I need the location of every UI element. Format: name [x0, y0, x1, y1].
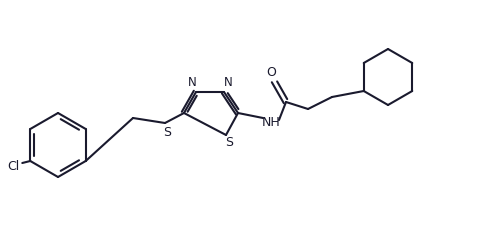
Text: N: N [188, 76, 196, 90]
Text: O: O [266, 65, 276, 79]
Text: Cl: Cl [7, 160, 20, 173]
Text: S: S [225, 137, 233, 149]
Text: NH: NH [261, 115, 281, 128]
Text: N: N [224, 76, 232, 90]
Text: S: S [163, 126, 171, 139]
